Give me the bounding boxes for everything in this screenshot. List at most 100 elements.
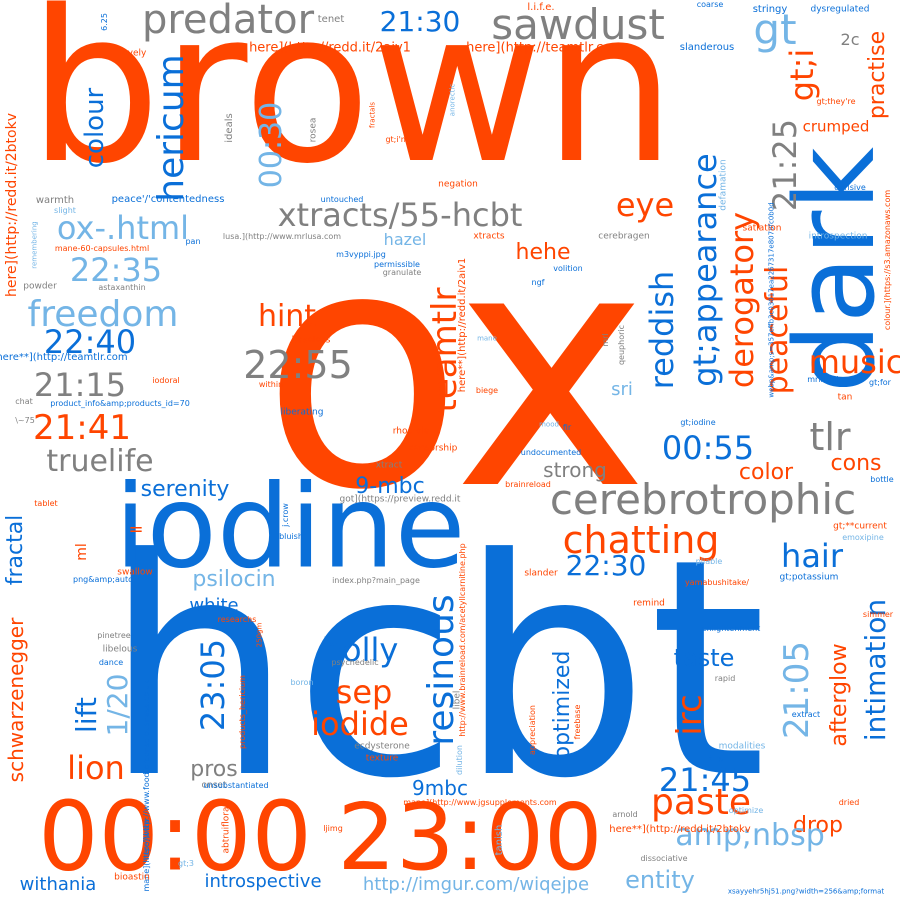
word-remembering: remembering: [30, 221, 39, 269]
word-irc: irc: [670, 694, 710, 736]
word-anorectic: anorectic: [448, 83, 457, 117]
word-freedom: freedom: [27, 294, 179, 335]
word-serenity: serenity: [140, 477, 230, 502]
word-bluish: bluish: [279, 532, 303, 541]
word-0030: 00:30: [254, 101, 289, 189]
word-extract: extract: [791, 710, 821, 719]
word-chatting: chatting: [562, 518, 720, 562]
word-astaxanthin: astaxanthin: [98, 283, 146, 292]
word-entity: entity: [625, 866, 695, 894]
word-rhodiola: rhodiola: [392, 426, 430, 437]
word-strong: strong: [543, 458, 607, 482]
word-undocumented: undocumented: [520, 448, 582, 457]
word-dissociative: dissociative: [640, 854, 688, 863]
word-2c: 2c: [840, 30, 860, 49]
word-introspection: introspection: [808, 231, 868, 242]
word-2125: 21:25: [766, 118, 804, 212]
word-eq: =: [128, 519, 144, 540]
word-predator: predator: [141, 0, 315, 43]
word-ox: ox: [261, 178, 649, 562]
word-hazel: hazel: [383, 230, 427, 249]
word-dried: dried: [838, 798, 860, 807]
word-derogatory: derogatory: [723, 211, 761, 389]
word-lion: lion: [67, 749, 125, 787]
word-qeuphoric: qeuphoric: [617, 324, 626, 366]
word-libel: libel: [452, 690, 463, 710]
word-slander: slander: [524, 568, 558, 579]
word-got-reddit: got](https://preview.redd.it: [339, 494, 461, 505]
word-gt-for: gt;for: [869, 378, 891, 387]
word-9mbc: 9mbc: [412, 776, 468, 800]
word-cerebrotrophic: cerebrotrophic: [549, 475, 857, 524]
word-eye: eye: [615, 186, 675, 224]
word-hair: hair: [781, 537, 843, 575]
word-baseless: baseless: [291, 335, 331, 346]
word-researchs: researchs: [217, 615, 257, 624]
word-satiation: satiation: [742, 223, 782, 234]
word-index-php: index.php?main_page: [332, 576, 420, 585]
word-bottle: bottle: [870, 475, 894, 484]
word-fractals: fractals: [368, 101, 377, 129]
word-resinous: resinous: [421, 594, 462, 746]
word-jgsupplements: mane](http://www.jgsupplements.com: [403, 798, 557, 807]
word-mane: mane: [477, 334, 497, 343]
word-2240: 22:40: [43, 323, 137, 361]
word-holly: holly: [321, 631, 399, 669]
word-1-20: 1/20: [101, 673, 134, 737]
word-permissible: permissible: [374, 260, 420, 269]
word-pinetree: pinetree: [97, 631, 131, 640]
word-rapid: rapid: [714, 674, 736, 683]
word-simmer: simmer: [862, 610, 894, 619]
word-pros: pros: [190, 757, 238, 782]
word-j-crow: j.crow: [281, 503, 290, 527]
word-tilde75: \~75: [15, 416, 35, 425]
word-2255: 22:55: [243, 343, 353, 387]
word-warmth: warmth: [35, 195, 75, 206]
word-here-teamtlr-b: here**](http://teamtlr.com: [0, 352, 128, 363]
word-tanish: tanish: [494, 824, 505, 856]
word-2130: 21:30: [379, 5, 461, 38]
word-untouched: untouched: [320, 195, 364, 204]
word-practise: practise: [865, 30, 890, 120]
word-xtract: xtract: [375, 460, 403, 471]
word-ideals: ideals: [224, 113, 235, 143]
word-schwarzenegger: schwarzenegger: [4, 617, 28, 783]
word-ngf: ngf: [531, 278, 545, 287]
word-truelife: truelife: [46, 444, 154, 479]
word-freebase: freebase: [573, 704, 582, 740]
word-mrlhtml: mrlhtml: [807, 375, 839, 384]
word-products-hericium: products_hericium: [238, 675, 247, 749]
word-intimation: intimation: [859, 598, 892, 742]
word-coarse: coarse: [696, 0, 724, 9]
word-amp-nbsp-visible: amp;nbsp: [675, 818, 825, 853]
word-life: l.i.f.e.: [527, 2, 555, 13]
word-ox-html: ox-.html: [56, 209, 190, 247]
word-m3vyppi: m3vyppi.jpg: [336, 250, 386, 259]
word-ecdysterone: ecdysterone: [354, 741, 410, 752]
word-arnold: arnold: [612, 810, 638, 819]
word-censorship: censorship: [408, 443, 458, 454]
word-paste: paste: [651, 782, 751, 823]
word-625: 6.25: [100, 13, 109, 31]
word-gt-theyre: gt;they're: [816, 97, 856, 106]
word-product-info: product_info&amp;products_id=70: [50, 399, 190, 408]
word-color: color: [738, 460, 794, 485]
word-ljimg: ljimg: [323, 824, 343, 833]
word-optimized: optimized: [550, 650, 575, 760]
word-sri: sri: [611, 379, 633, 400]
word-yamabushitake: yamabushitake/: [685, 578, 749, 587]
word-liberating: liberating: [280, 407, 324, 418]
word-dance: dance: [98, 658, 124, 667]
word-afterglow: afterglow: [827, 643, 852, 747]
word-hehe: hehe: [515, 240, 571, 265]
word-2141: 21:41: [33, 408, 131, 448]
word-enlightenment: enlightenment: [701, 624, 761, 633]
word-2145: 21:45: [658, 761, 752, 799]
word-mrl: mrl: [601, 333, 610, 347]
word-slight: slight: [54, 206, 76, 215]
word-swallow: swallow: [117, 567, 153, 578]
word-s3: colour.](https://s3.amazonaws.com: [883, 189, 892, 331]
word-dilution: dilution: [455, 745, 464, 775]
word-0000: 00:00: [38, 782, 312, 893]
word-libelous: libelous: [102, 644, 138, 655]
